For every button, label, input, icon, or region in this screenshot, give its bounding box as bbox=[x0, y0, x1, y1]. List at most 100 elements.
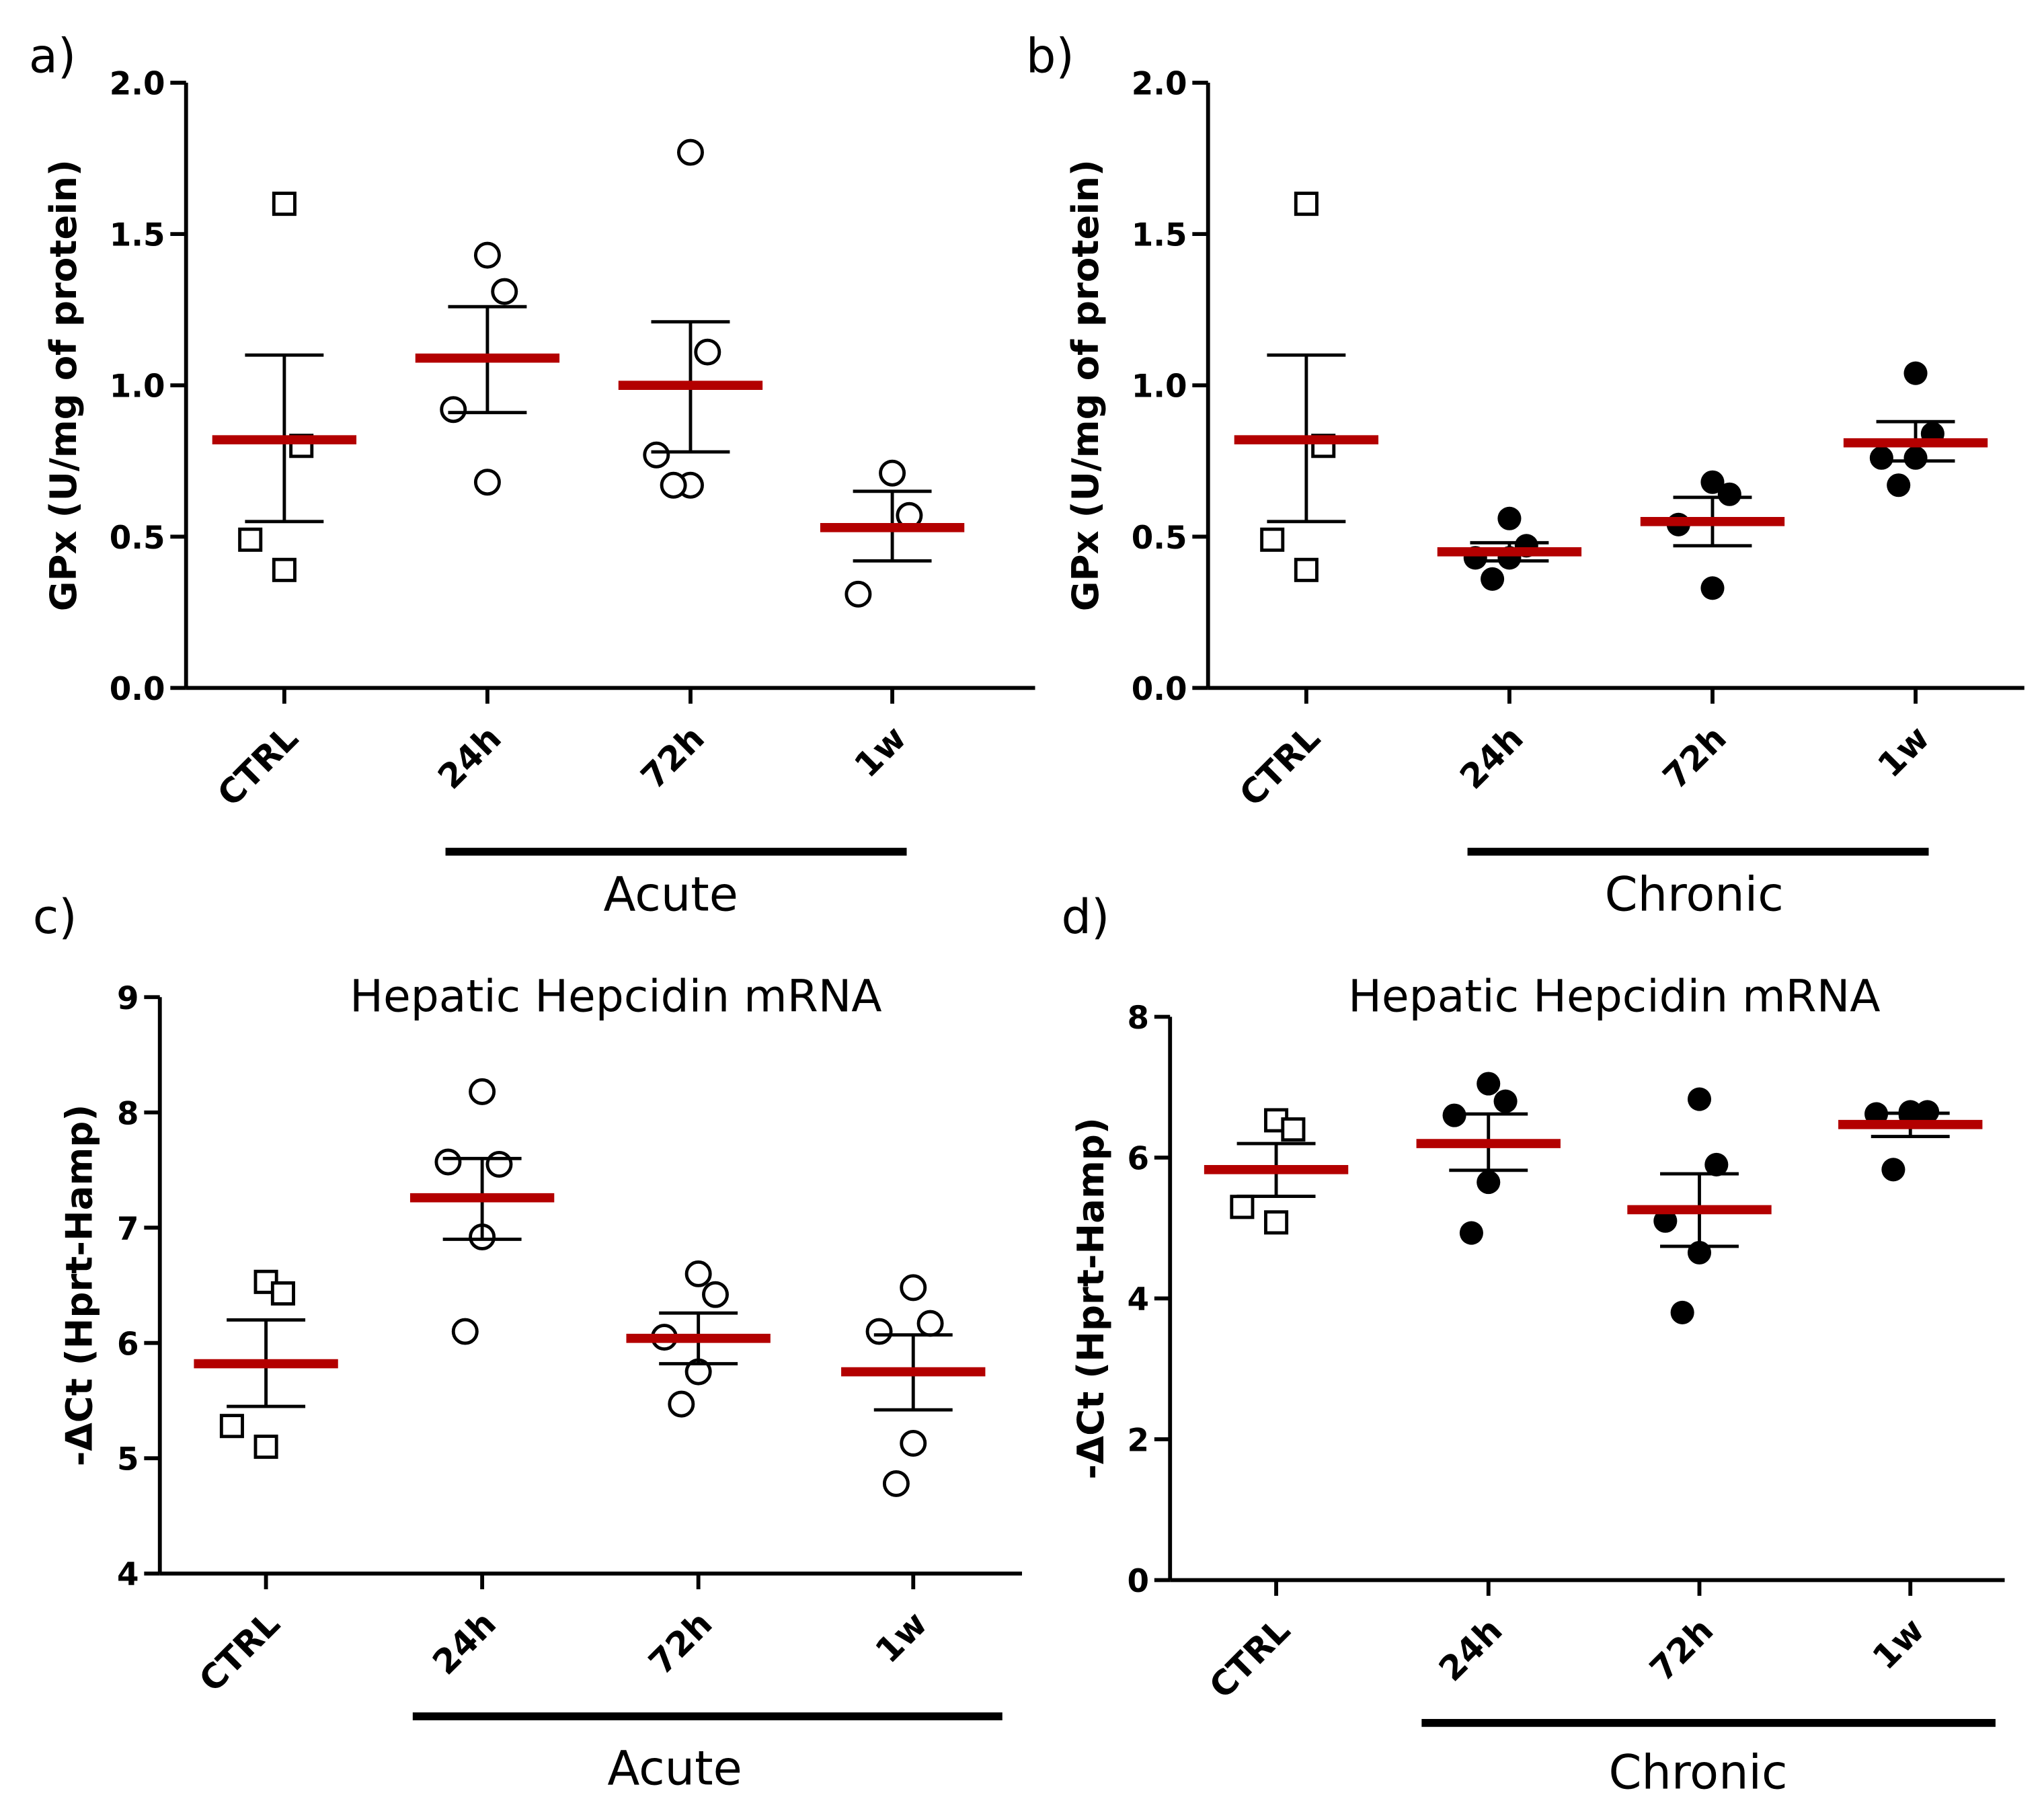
data-point bbox=[1653, 1209, 1678, 1233]
y-axis-label: -ΔCt (Hprt-Hamp) bbox=[1069, 1117, 1112, 1479]
chart-title: Hepatic Hepcidin mRNA bbox=[350, 971, 882, 1023]
data-point bbox=[643, 441, 670, 469]
x-tick-label: 72h bbox=[1642, 1610, 1721, 1689]
data-point bbox=[1903, 361, 1928, 385]
data-point bbox=[1717, 482, 1741, 506]
y-axis-label: -ΔCt (Hprt-Hamp) bbox=[57, 1105, 100, 1466]
group-label: Chronic bbox=[1608, 1745, 1787, 1800]
data-point bbox=[882, 1470, 910, 1497]
panel-letter: b) bbox=[1026, 28, 1074, 83]
y-tick-label: 8 bbox=[1127, 1000, 1149, 1037]
data-point bbox=[1704, 1152, 1729, 1176]
x-tick-label: CTRL bbox=[192, 1603, 288, 1699]
x-tick-label: CTRL bbox=[210, 718, 306, 814]
y-tick-label: 1.5 bbox=[110, 218, 165, 254]
y-tick-label: 0.0 bbox=[110, 672, 165, 708]
x-tick-label: 1w bbox=[867, 1603, 935, 1671]
data-point bbox=[900, 1274, 927, 1301]
chart-panel-b: b) GPx (U/mg of protein) 0.0 0.5 1.0 1.5 2.0 CT… bbox=[1026, 28, 2025, 922]
data-point bbox=[253, 1435, 278, 1459]
data-point bbox=[473, 241, 501, 269]
y-tick-label: 5 bbox=[117, 1442, 139, 1478]
data-point bbox=[844, 580, 872, 608]
data-point bbox=[485, 1150, 513, 1178]
y-axis-label: GPx (U/mg of protein) bbox=[1064, 159, 1107, 611]
data-point bbox=[1230, 1195, 1255, 1219]
data-point bbox=[1497, 506, 1522, 530]
series-24h bbox=[415, 241, 560, 496]
series-72h bbox=[1640, 470, 1785, 600]
data-point bbox=[900, 1429, 927, 1457]
series-1w bbox=[820, 459, 965, 608]
data-point bbox=[1687, 1087, 1712, 1111]
series-24h bbox=[1416, 1072, 1561, 1245]
x-tick-label: 1w bbox=[1864, 1610, 1932, 1677]
x-tick-label: CTRL bbox=[1232, 718, 1328, 814]
series-ctrl bbox=[1204, 1108, 1349, 1235]
data-point bbox=[219, 1414, 244, 1439]
data-point bbox=[1869, 446, 1893, 470]
data-point bbox=[1264, 1210, 1289, 1235]
y-tick-label: 0.0 bbox=[1132, 672, 1187, 708]
data-point bbox=[272, 192, 297, 216]
data-point bbox=[865, 1318, 893, 1345]
y-tick-label: 2 bbox=[1127, 1423, 1149, 1459]
data-point bbox=[1670, 1300, 1694, 1324]
series-72h bbox=[626, 1260, 771, 1418]
x-tick-label: 24h bbox=[1452, 718, 1531, 797]
data-point bbox=[473, 469, 501, 496]
series-72h bbox=[1627, 1087, 1772, 1324]
series-1w bbox=[1838, 1100, 1983, 1182]
data-point bbox=[1700, 576, 1725, 600]
panel-letter: a) bbox=[29, 28, 76, 83]
data-point bbox=[1493, 1089, 1518, 1113]
y-tick-label: 0.5 bbox=[110, 520, 165, 557]
data-point bbox=[272, 557, 297, 582]
y-tick-label: 6 bbox=[1127, 1141, 1149, 1178]
y-tick-label: 1.0 bbox=[110, 369, 165, 405]
x-tick-label: 1w bbox=[1870, 718, 1937, 785]
data-point bbox=[684, 1260, 712, 1287]
group-label: Chronic bbox=[1605, 867, 1784, 922]
data-point bbox=[1477, 1170, 1501, 1195]
group-label: Acute bbox=[607, 1740, 742, 1796]
data-point bbox=[1260, 527, 1285, 552]
series-24h bbox=[1437, 506, 1582, 591]
data-point bbox=[1281, 1117, 1306, 1142]
y-tick-label: 1.5 bbox=[1132, 218, 1187, 254]
y-tick-label: 4 bbox=[117, 1557, 139, 1593]
data-point bbox=[1881, 1158, 1905, 1182]
data-point bbox=[676, 138, 704, 166]
data-point bbox=[1481, 567, 1505, 591]
data-point bbox=[1294, 192, 1319, 216]
data-point bbox=[702, 1281, 729, 1308]
data-point bbox=[660, 471, 687, 499]
data-point bbox=[469, 1078, 496, 1105]
data-point bbox=[1477, 1072, 1501, 1096]
series-ctrl bbox=[212, 192, 357, 582]
data-point bbox=[694, 338, 721, 366]
y-tick-label: 2.0 bbox=[110, 67, 165, 103]
chart-title: Hepatic Hepcidin mRNA bbox=[1348, 971, 1881, 1023]
series-24h bbox=[409, 1078, 555, 1345]
x-tick-label: 72h bbox=[641, 1603, 719, 1682]
series-ctrl bbox=[194, 1269, 338, 1459]
data-point bbox=[668, 1390, 695, 1418]
x-tick-label: 1w bbox=[847, 718, 914, 785]
y-tick-label: 0.5 bbox=[1132, 520, 1187, 557]
data-point bbox=[916, 1310, 944, 1337]
data-point bbox=[440, 396, 467, 424]
series-72h bbox=[618, 138, 763, 499]
y-tick-label: 1.0 bbox=[1132, 369, 1187, 405]
y-tick-label: 9 bbox=[117, 981, 139, 1017]
series-1w bbox=[1843, 361, 1988, 497]
y-tick-label: 4 bbox=[1127, 1282, 1149, 1318]
y-tick-label: 8 bbox=[117, 1096, 139, 1132]
data-point bbox=[1887, 473, 1911, 497]
y-tick-label: 6 bbox=[117, 1326, 139, 1363]
y-axis-label: GPx (U/mg of protein) bbox=[42, 159, 85, 611]
x-tick-label: 72h bbox=[633, 718, 712, 797]
y-tick-label: 2.0 bbox=[1132, 67, 1187, 103]
data-point bbox=[451, 1318, 479, 1345]
